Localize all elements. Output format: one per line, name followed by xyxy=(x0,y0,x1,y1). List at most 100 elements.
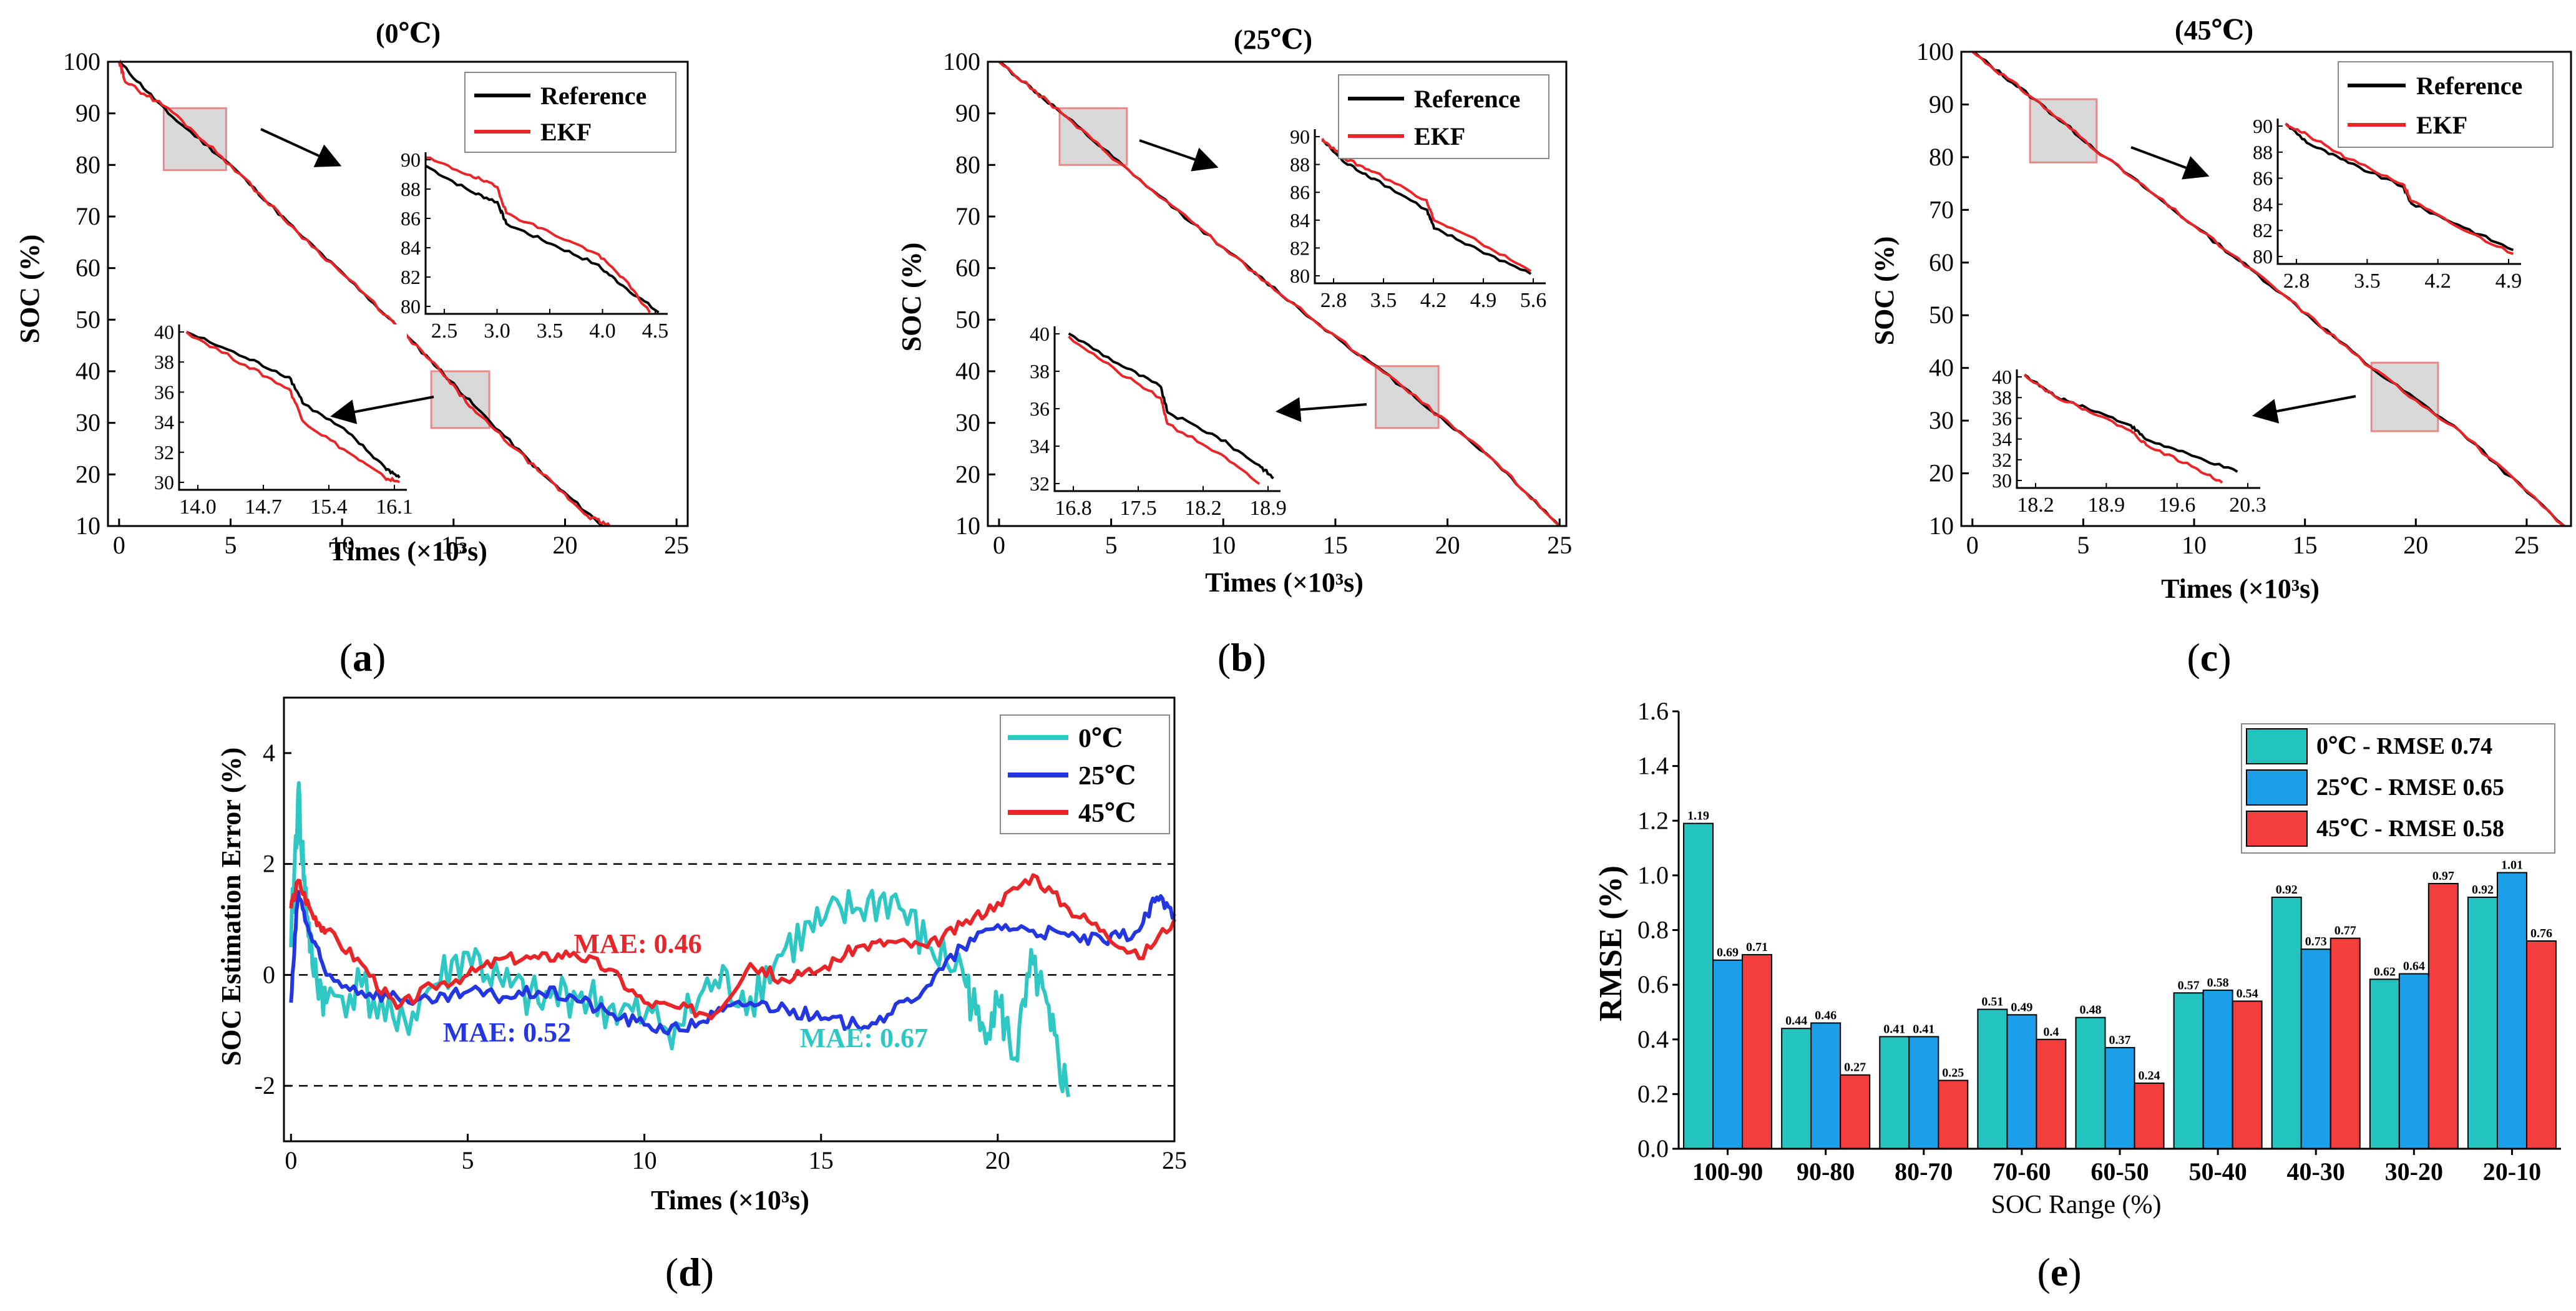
chart-e-ytick-label: 1.6 xyxy=(1637,697,1669,725)
chart-c-legend-box xyxy=(2338,61,2554,148)
chart-c-ytick-label: 40 xyxy=(1929,354,1954,382)
chart-e-bar-s1-c6 xyxy=(2300,948,2331,1149)
chart-d-annotation-3: MAE: 0.67 xyxy=(800,1023,928,1053)
chart-a-legend: Reference EKF xyxy=(464,72,676,153)
chart-a-inset-2-ytick-label: 34 xyxy=(154,411,174,434)
chart-b-xtick-label: 25 xyxy=(1547,531,1572,559)
chart-e-bar-label-s1-c8: 1.01 xyxy=(2501,858,2523,872)
chart-e-bar-s1-c1 xyxy=(1810,1022,1842,1150)
chart-e-bar-label-s0-c4: 0.48 xyxy=(2080,1003,2102,1017)
chart-a-inset-2-reference xyxy=(186,331,401,479)
chart-e-bar-s1-c7 xyxy=(2398,973,2429,1149)
chart-e-legend-45c-label: 45℃ - RMSE 0.58 xyxy=(2316,816,2504,842)
chart-e-bar-s2-c6 xyxy=(2330,937,2361,1150)
panel-e-close: ) xyxy=(2068,1250,2081,1294)
chart-b-inset-2-ytick-label: 36 xyxy=(1030,397,1050,420)
chart-b-ytick-label: 90 xyxy=(955,99,980,127)
chart-a-inset-2-xtick-label: 14.7 xyxy=(245,495,282,519)
chart-e-bar-label-s0-c7: 0.62 xyxy=(2374,965,2396,978)
chart-a-inset-1-ytick-label: 82 xyxy=(401,266,421,288)
panel-label-e: (e) xyxy=(2037,1250,2081,1294)
chart-b-ytick-label: 80 xyxy=(955,150,980,178)
chart-c-line-ekf xyxy=(1971,51,2565,527)
chart-e-bar-label-s2-c5: 0.54 xyxy=(2237,987,2258,1000)
chart-a-ylabel: SOC (%) xyxy=(14,235,45,344)
panel-d-close: ) xyxy=(701,1250,714,1294)
panel-b-close: ) xyxy=(1253,635,1266,680)
chart-a-inset-1-ytick-label: 90 xyxy=(401,149,421,171)
chart-c-xtick-label: 25 xyxy=(2514,531,2539,559)
panel-d-open: ( xyxy=(665,1250,678,1294)
chart-e-bar-s2-c0 xyxy=(1742,953,1773,1150)
chart-b-inset-1-axes xyxy=(1314,129,1546,285)
panel-d-letter: d xyxy=(678,1250,701,1294)
chart-d-annotations: MAE: 0.46 MAE: 0.52 MAE: 0.67 xyxy=(443,928,928,1053)
chart-a-ytick-label: 10 xyxy=(76,512,100,540)
chart-b-legend-ref-label: Reference xyxy=(1414,85,1520,113)
chart-b-xtick-label: 0 xyxy=(993,531,1005,559)
chart-a-inset-2: 14.0 14.7 15.4 16.1 30 32 34 36 38 40 xyxy=(154,321,413,519)
chart-e-bar-s1-c4 xyxy=(2104,1046,2135,1150)
chart-a-inset-1-bg xyxy=(426,152,668,314)
chart-d-ytick-label: 0 xyxy=(263,960,275,988)
chart-c-inset-1-ytick-label: 80 xyxy=(2253,245,2273,268)
chart-b-ytick-label: 60 xyxy=(955,254,980,282)
panel-a-open: ( xyxy=(339,635,353,680)
panel-b-open: ( xyxy=(1217,635,1231,680)
chart-b-zoom-box-2 xyxy=(1375,365,1440,429)
chart-a-legend-box xyxy=(464,72,676,153)
chart-e-bar-label-s2-c3: 0.4 xyxy=(2043,1025,2059,1039)
chart-b-inset-2-ytick-label: 32 xyxy=(1030,472,1050,495)
chart-c-inset-2-axes xyxy=(2016,369,2260,489)
chart-d-ytick-label: 4 xyxy=(263,739,275,767)
chart-e-bar-label-s0-c3: 0.51 xyxy=(1981,995,2003,1009)
chart-a-arrow-2 xyxy=(330,396,434,424)
chart-e-bar-s0-c5 xyxy=(2173,992,2204,1150)
chart-e-bar-s2-c3 xyxy=(2036,1038,2067,1149)
chart-b-legend-ekf-label: EKF xyxy=(1414,122,1465,150)
chart-e-bar-s0-c0 xyxy=(1683,822,1714,1149)
panel-label-d: (d) xyxy=(665,1250,714,1294)
panel-a-close: ) xyxy=(373,635,386,680)
chart-e-bar-s0-c3 xyxy=(1977,1008,2008,1150)
chart-e-bar-label-s2-c6: 0.77 xyxy=(2334,924,2356,938)
chart-b-inset-1-reference xyxy=(1321,139,1532,275)
chart-e-ytick-label: 1.2 xyxy=(1637,806,1669,834)
chart-c-lines xyxy=(1971,51,2565,527)
chart-c-ytick-label: 90 xyxy=(1929,90,1954,118)
chart-c-zoom-boxes xyxy=(2029,98,2439,432)
chart-e-bar-s0-c1 xyxy=(1781,1028,1812,1149)
chart-e-xtick-label: 40-30 xyxy=(2287,1157,2345,1186)
chart-e-bar-s0-c6 xyxy=(2271,896,2302,1150)
chart-e-ytick-label: 0.6 xyxy=(1637,970,1669,998)
chart-d-legend: 0℃ 25℃ 45℃ xyxy=(1000,714,1170,834)
chart-c-inset-1-ekf xyxy=(2285,122,2514,255)
chart-e-bar-label-s2-c1: 0.27 xyxy=(1844,1061,1866,1075)
chart-a-inset-1-xtick-label: 4.0 xyxy=(589,319,616,343)
chart-e-bar-s0-c8 xyxy=(2467,896,2498,1150)
chart-c-xtick-label: 10 xyxy=(2182,531,2207,559)
chart-c-xtick-label: 15 xyxy=(2293,531,2318,559)
chart-e-legend-0c-label: 0℃ - RMSE 0.74 xyxy=(2316,733,2492,759)
chart-a-xtick-label: 20 xyxy=(552,531,577,559)
chart-c-arrow-2 xyxy=(2252,395,2356,424)
chart-d-xtick-label: 0 xyxy=(285,1146,297,1174)
chart-b-inset-1-ytick-label: 88 xyxy=(1290,154,1310,176)
chart-b-ytick-label: 50 xyxy=(955,305,980,333)
chart-c-inset-2-ytick-label: 40 xyxy=(1992,366,2012,388)
chart-e-bar-label-s2-c2: 0.25 xyxy=(1942,1066,1964,1080)
panel-a-letter: a xyxy=(353,635,373,680)
chart-e-bar-s2-c1 xyxy=(1840,1074,1871,1150)
chart-d-lines xyxy=(289,781,1176,1098)
chart-e-bar-s2-c4 xyxy=(2134,1082,2165,1149)
chart-d-ytick-label: -2 xyxy=(255,1071,275,1099)
panel-e-open: ( xyxy=(2037,1250,2050,1294)
chart-d-xtick-label: 20 xyxy=(985,1146,1010,1174)
chart-b-legend: Reference EKF xyxy=(1338,74,1549,159)
chart-e-xtick-label: 20-10 xyxy=(2483,1157,2541,1186)
chart-e-ytick-label: 0.0 xyxy=(1637,1134,1669,1162)
chart-a-inset-2-ytick-label: 36 xyxy=(154,381,174,403)
chart-a-inset-1-xtick-label: 2.5 xyxy=(431,319,458,343)
chart-b-inset-2-ytick-label: 34 xyxy=(1030,435,1050,457)
